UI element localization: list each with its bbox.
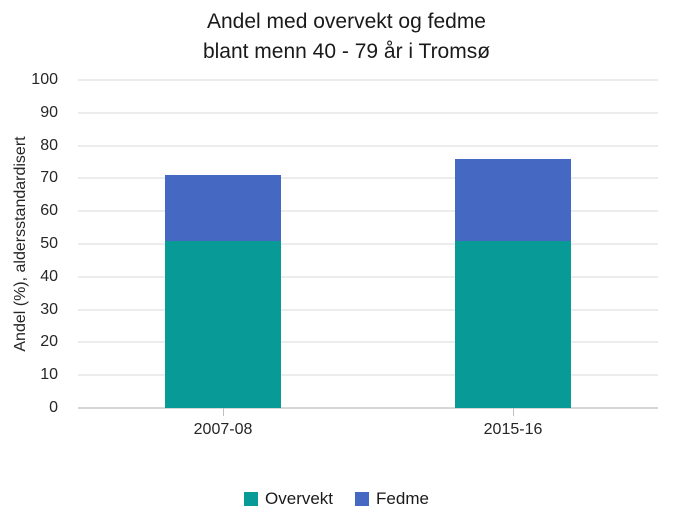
legend-label-fedme: Fedme [376, 489, 429, 508]
x-axis-tick-2015-16 [513, 408, 514, 416]
y-tick-label-20: 20 [40, 333, 58, 351]
bar-2007-08-fedme-segment [165, 175, 281, 241]
legend-label-overvekt: Overvekt [265, 489, 334, 508]
plot-area [78, 79, 658, 416]
gridline-20 [78, 341, 658, 343]
overvekt-swatch-icon [244, 492, 259, 506]
y-tick-label-70: 70 [40, 169, 58, 187]
x-category-label-2007-08: 2007-08 [193, 421, 253, 438]
bar-2015-16 [455, 80, 571, 408]
gridline-100 [78, 79, 658, 81]
x-axis-line [78, 407, 658, 409]
gridline-80 [78, 145, 658, 147]
legend-item-fedme: Fedme [355, 489, 429, 509]
gridline-50 [78, 243, 658, 245]
y-tick-label-90: 90 [40, 103, 58, 121]
legend: Overvekt Fedme [0, 489, 673, 509]
y-tick-label-100: 100 [31, 71, 58, 88]
bar-2007-08 [165, 80, 281, 408]
y-tick-label-60: 60 [40, 202, 58, 220]
x-category-label-2015-16: 2015-16 [483, 421, 543, 438]
chart-title: Andel med overvekt og fedme blant menn 4… [40, 7, 653, 67]
gridline-90 [78, 112, 658, 114]
bar-2007-08-overvekt-segment [165, 240, 281, 408]
x-axis-tick-2007-08 [223, 408, 224, 416]
y-tick-label-40: 40 [40, 267, 58, 285]
gridline-70 [78, 177, 658, 179]
chart-title-line1: Andel med overvekt og fedme [207, 10, 486, 33]
bar-2015-16-overvekt-segment [455, 240, 571, 408]
y-tick-label-80: 80 [40, 136, 58, 154]
chart-title-line2: blant menn 40 - 79 år i Tromsø [202, 40, 491, 63]
legend-item-overvekt: Overvekt [244, 489, 333, 509]
y-tick-labels: 0 10 20 30 40 50 60 70 80 90 100 [0, 71, 58, 416]
gridline-30 [78, 309, 658, 311]
gridline-40 [78, 276, 658, 278]
gridline-10 [78, 374, 658, 376]
y-tick-label-10: 10 [40, 366, 58, 384]
y-tick-label-50: 50 [40, 235, 58, 252]
x-category-labels: 2007-08 2015-16 [78, 421, 658, 443]
bar-2015-16-fedme-segment [455, 158, 571, 241]
gridline-60 [78, 210, 658, 212]
y-tick-label-0: 0 [49, 399, 58, 416]
fedme-swatch-icon [355, 492, 370, 506]
y-tick-label-30: 30 [40, 300, 58, 318]
